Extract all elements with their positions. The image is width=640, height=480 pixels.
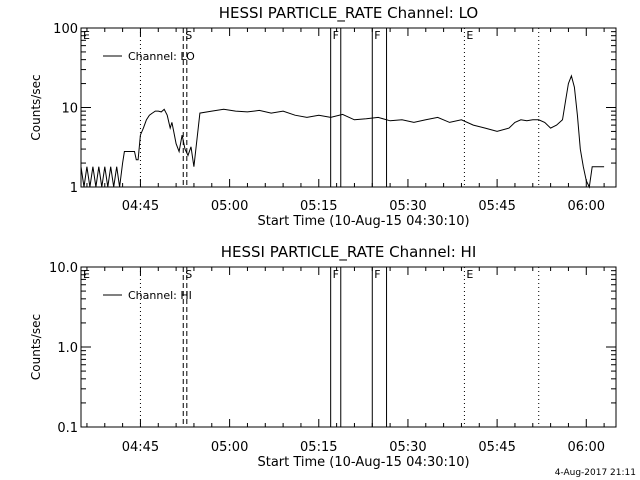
y-axis-title: Counts/sec [29, 74, 43, 140]
event-marker-label: E [466, 29, 473, 42]
y-tick-label: 10.0 [49, 261, 78, 276]
x-tick-label: 06:00 [568, 199, 605, 214]
chart-title: HESSI PARTICLE_RATE Channel: LO [219, 4, 478, 23]
lo-channel-panel: HESSI PARTICLE_RATE Channel: LO 04:45 05:0… [29, 4, 617, 229]
y-tick-label: 1.0 [57, 341, 78, 356]
x-tick-label: 06:00 [568, 440, 605, 455]
y-tick-label: 1 [70, 181, 78, 196]
x-axis-title: Start Time (10-Aug-15 04:30:10) [257, 214, 469, 229]
x-tick-label: 04:45 [122, 199, 159, 214]
event-marker-label: F [374, 268, 380, 281]
y-tick-label: 0.1 [57, 421, 78, 436]
event-marker-label: E [466, 268, 473, 281]
event-marker-label: S [185, 268, 192, 281]
y-tick-label: 10 [61, 102, 78, 117]
event-marker-label: F [333, 268, 339, 281]
x-tick-label: 05:00 [211, 199, 248, 214]
x-tick-label: 04:45 [122, 440, 159, 455]
event-marker-label: S [185, 29, 192, 42]
event-marker-label: E [83, 29, 90, 42]
x-tick-label: 05:00 [211, 440, 248, 455]
event-marker-label: E [83, 268, 90, 281]
x-tick-label: 05:15 [300, 440, 337, 455]
legend-label: Channel: HI [128, 289, 192, 302]
event-marker-label: F [333, 29, 339, 42]
chart-title: HESSI PARTICLE_RATE Channel: HI [221, 243, 477, 262]
y-axis-title: Counts/sec [29, 314, 43, 380]
event-marker-label: F [374, 29, 380, 42]
footer-timestamp: 4-Aug-2017 21:11 [555, 468, 636, 478]
x-tick-label: 05:45 [478, 199, 515, 214]
x-tick-label: 05:30 [389, 199, 426, 214]
x-axis-title: Start Time (10-Aug-15 04:30:10) [257, 455, 469, 470]
x-tick-label: 05:30 [389, 440, 426, 455]
hi-channel-panel: HESSI PARTICLE_RATE Channel: HI 04:45 05:0… [29, 243, 617, 470]
x-tick-label: 05:45 [478, 440, 515, 455]
x-tick-label: 05:15 [300, 199, 337, 214]
legend-label: Channel: LO [128, 50, 195, 63]
series-line-channel-lo [80, 74, 605, 189]
y-tick-label: 100 [53, 22, 78, 37]
